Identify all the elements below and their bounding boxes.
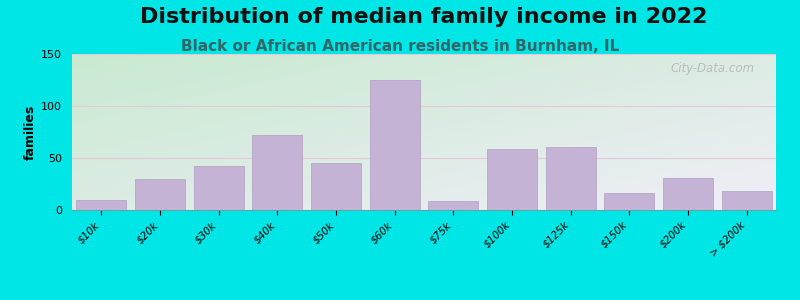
- Bar: [370, 80, 419, 210]
- Bar: [311, 163, 361, 210]
- Bar: [429, 201, 478, 210]
- Bar: [663, 178, 713, 210]
- Bar: [253, 135, 302, 210]
- Bar: [135, 179, 185, 210]
- Y-axis label: families: families: [24, 104, 37, 160]
- Bar: [194, 166, 243, 210]
- Bar: [487, 148, 537, 210]
- Bar: [77, 200, 126, 210]
- Text: City-Data.com: City-Data.com: [670, 62, 755, 75]
- Bar: [722, 191, 771, 210]
- Title: Distribution of median family income in 2022: Distribution of median family income in …: [140, 8, 708, 27]
- Bar: [546, 147, 595, 210]
- Bar: [605, 194, 654, 210]
- Text: Black or African American residents in Burnham, IL: Black or African American residents in B…: [181, 39, 619, 54]
